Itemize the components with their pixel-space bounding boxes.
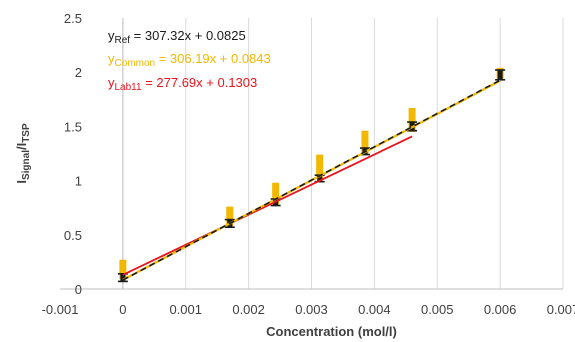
x-tick-label: 0.003	[295, 302, 328, 317]
fit-lines	[122, 79, 501, 281]
axes: -0.001 0 0.001 0.002 0.003 0.004 0.005 0.006 0.0…	[42, 11, 575, 317]
y-tick-label: 1.5	[64, 119, 82, 134]
y-tick-label: 1	[75, 174, 82, 189]
x-tick-label: 0.002	[232, 302, 265, 317]
lab11-fit-line	[122, 135, 413, 276]
equation-ref: yRef = 307.32x + 0.0825	[108, 28, 246, 46]
x-tick-label: 0	[119, 302, 126, 317]
x-tick-label: 0.006	[484, 302, 517, 317]
equation-common: yCommon = 306.19x + 0.0843	[108, 51, 271, 69]
ref-fit-line	[122, 79, 501, 281]
ref-range-bar	[497, 70, 503, 80]
y-tick-label: 2	[75, 65, 82, 80]
x-tick-label: 0.001	[169, 302, 202, 317]
y-tick-label: 0.5	[64, 228, 82, 243]
common-range-bar	[272, 182, 280, 205]
x-tick-label: -0.001	[42, 302, 79, 317]
ref-range-bar	[317, 175, 323, 182]
common-range-bar	[119, 259, 127, 280]
x-axis-title: Concentration (mol/l)	[266, 324, 397, 339]
common-range-bar	[408, 107, 416, 132]
common-range-bar	[361, 130, 369, 155]
x-tick-label: 0.004	[358, 302, 391, 317]
common-range-bar	[316, 154, 324, 179]
y-axis-title: ISignal/ITSP	[14, 123, 32, 184]
range-bars	[117, 67, 506, 283]
common-range-bar	[226, 206, 234, 227]
ref-range-bar	[120, 273, 126, 282]
x-tick-label: 0.007	[547, 302, 575, 317]
equation-lab11: yLab11 = 277.69x + 0.1303	[108, 75, 257, 93]
y-tick-label: 2.5	[64, 11, 82, 26]
y-tick-label: 0	[75, 282, 82, 297]
x-tick-label: 0.005	[421, 302, 454, 317]
equation-labels: yRef = 307.32x + 0.0825 yCommon = 306.19x…	[108, 28, 271, 93]
